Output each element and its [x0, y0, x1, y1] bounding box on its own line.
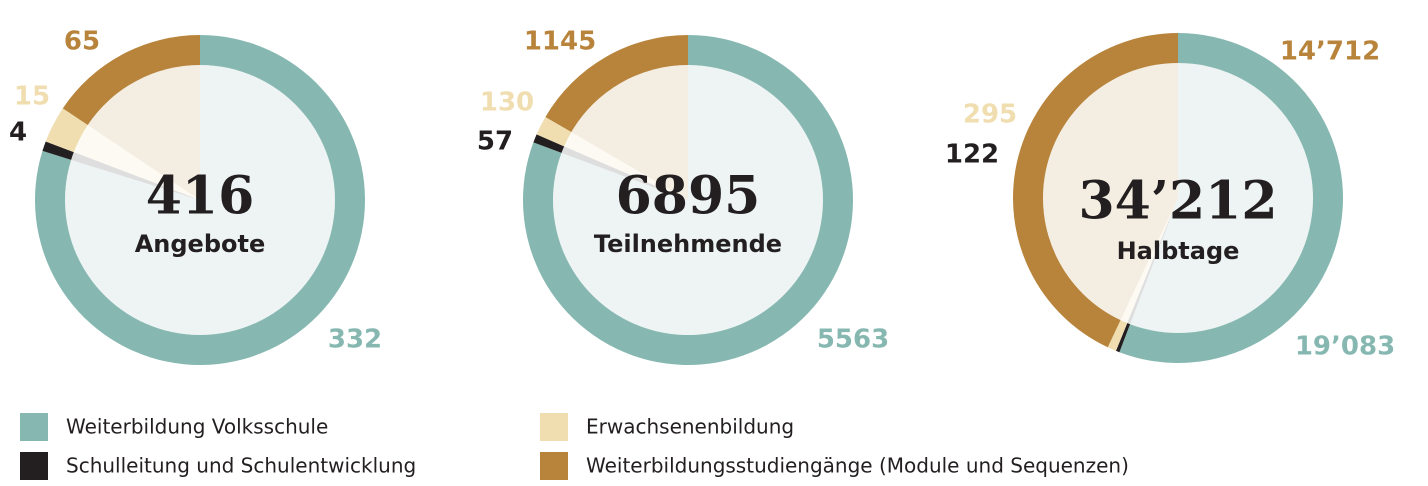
legend-label: Weiterbildung Volksschule — [66, 415, 328, 439]
legend-label: Erwachsenenbildung — [586, 415, 794, 439]
inner-wedge — [571, 65, 688, 200]
inner-wedge — [87, 65, 200, 200]
subtitle: Teilnehmende — [594, 230, 782, 258]
value-label: 332 — [328, 325, 382, 355]
ring-segment — [1012, 33, 1178, 348]
total-label: 416 — [146, 166, 255, 227]
value-label: 19’083 — [1295, 332, 1395, 362]
total-label: 6895 — [616, 166, 761, 227]
value-label: 14’712 — [1280, 37, 1380, 67]
value-label: 1145 — [524, 27, 596, 57]
ring-segment — [1119, 33, 1343, 364]
inner-wedge — [553, 65, 824, 335]
value-label: 4 — [9, 118, 27, 148]
value-label: 130 — [480, 88, 534, 118]
inner-wedge — [1130, 63, 1313, 333]
inner-wedge — [73, 124, 200, 200]
value-label: 5563 — [817, 325, 889, 355]
value-label: 65 — [64, 27, 100, 57]
subtitle: Halbtage — [1117, 237, 1240, 265]
ring-segment — [45, 108, 88, 153]
inner-wedge — [1043, 63, 1178, 321]
legend-swatch — [540, 452, 568, 480]
value-label: 15 — [14, 82, 50, 112]
total-label: 34’212 — [1078, 171, 1277, 232]
ring-segment — [533, 134, 565, 153]
inner-wedge — [71, 152, 200, 200]
ring-segment — [545, 35, 688, 133]
ring-segment — [536, 116, 572, 147]
subtitle: Angebote — [135, 230, 266, 258]
legend-swatch — [540, 413, 568, 441]
ring-segment — [42, 141, 74, 160]
ring-segment — [1115, 323, 1131, 353]
ring-segment — [62, 35, 201, 125]
legend-label: Schulleitung und Schulentwicklung — [66, 454, 416, 478]
legend-swatch — [20, 452, 48, 480]
inner-wedge — [564, 132, 688, 200]
ring-segment — [1107, 320, 1128, 351]
value-label: 295 — [963, 100, 1017, 130]
value-label: 122 — [945, 140, 999, 170]
legend-label: Weiterbildungsstudiengänge (Module und S… — [586, 454, 1129, 478]
inner-wedge — [65, 65, 335, 336]
inner-wedge — [561, 146, 688, 200]
legend-swatch — [20, 413, 48, 441]
inner-wedge — [1120, 198, 1178, 324]
value-label: 57 — [477, 127, 513, 157]
inner-wedge — [1127, 198, 1178, 325]
